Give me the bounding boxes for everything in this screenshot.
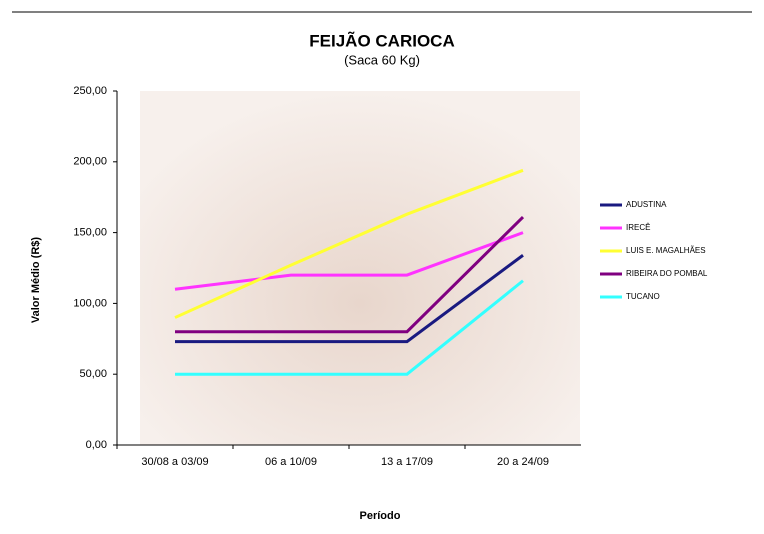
series-line	[174, 168, 524, 319]
x-axis-label: Período	[360, 510, 401, 522]
y-tick-label: 100,00	[73, 297, 107, 309]
legend-label: TUCANO	[626, 292, 660, 301]
y-tick-label: 0,00	[86, 439, 107, 451]
series-line	[175, 215, 525, 334]
legend-label: IRECÊ	[626, 223, 650, 232]
x-tick-label: 20 a 24/09	[497, 456, 549, 468]
legend-label: LUIS E. MAGALHÃES	[626, 246, 706, 255]
series-line	[174, 231, 524, 291]
series-line	[175, 279, 524, 376]
legend-label: RIBEIRA DO POMBAL	[626, 269, 708, 278]
y-axis-label: Valor Médio (R$)	[30, 237, 42, 324]
x-tick-label: 06 a 10/09	[265, 456, 317, 468]
x-tick-label: 30/08 a 03/09	[141, 456, 208, 468]
chart-title: FEIJÃO CARIOCA	[309, 30, 454, 50]
x-tick-label: 13 a 17/09	[381, 456, 433, 468]
y-tick-label: 250,00	[73, 85, 107, 97]
plot-background	[140, 91, 580, 445]
y-tick-label: 200,00	[73, 156, 107, 168]
chart-subtitle: (Saca 60 Kg)	[344, 52, 420, 67]
series-line	[175, 254, 524, 344]
y-tick-label: 150,00	[73, 227, 107, 239]
y-tick-label: 50,00	[79, 368, 107, 380]
legend-label: ADUSTINA	[626, 200, 667, 209]
